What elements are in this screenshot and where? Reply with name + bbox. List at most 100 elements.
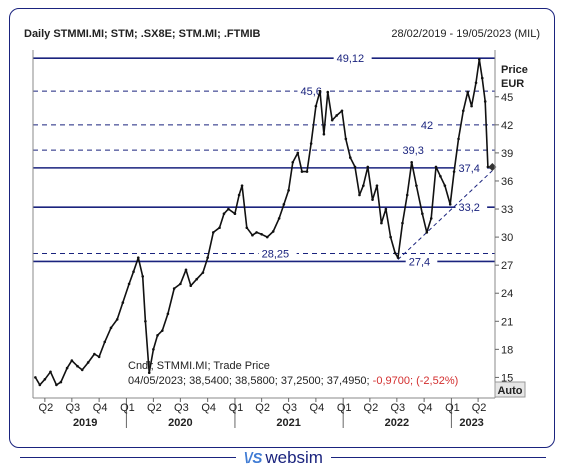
year-label: 2019 — [73, 417, 97, 429]
price-point — [318, 89, 322, 93]
last-value-marker — [488, 162, 497, 171]
price-point — [115, 318, 119, 321]
price-point — [314, 104, 318, 108]
price-point — [421, 212, 424, 216]
y-tick-label: 15 — [501, 372, 513, 384]
level-label-bg — [399, 143, 432, 157]
y-tick-label: 21 — [501, 316, 513, 328]
price-point — [326, 90, 330, 94]
year-label: 2020 — [168, 417, 192, 429]
price-point — [206, 256, 209, 259]
level-label: 37,4 — [459, 163, 480, 175]
y-tick-label: 45 — [501, 92, 513, 104]
price-point — [461, 109, 465, 113]
quarter-label: Q3 — [391, 402, 406, 414]
price-point — [425, 231, 429, 234]
price-point — [277, 217, 281, 220]
level-label: 27,4 — [409, 256, 430, 268]
quarter-label: Q4 — [310, 402, 325, 414]
quarter-label: Q1 — [120, 402, 135, 414]
y-axis-unit: EUR — [501, 78, 524, 90]
price-point — [439, 174, 442, 178]
annotation-line-1: Cndl; STMMI.MI; Trade Price — [128, 360, 270, 372]
year-label: 2022 — [385, 417, 409, 429]
price-point — [429, 217, 433, 220]
annotation-ohlc: 04/05/2023; 38,5400; 38,5800; 37,2500; 3… — [128, 375, 373, 387]
price-point — [49, 370, 52, 374]
auto-scale-button[interactable]: Auto — [494, 381, 526, 398]
price-point — [156, 334, 159, 337]
price-point — [344, 137, 348, 141]
level-label: 45,6 — [300, 86, 321, 98]
price-point — [184, 268, 188, 272]
price-point — [380, 221, 383, 225]
price-point — [415, 184, 418, 187]
y-tick-label: 36 — [501, 176, 513, 188]
price-point — [296, 151, 300, 155]
price-point — [287, 189, 290, 192]
price-point — [211, 231, 215, 234]
price-point — [76, 364, 79, 368]
price-point — [34, 376, 37, 379]
price-point — [486, 165, 490, 169]
price-point — [141, 275, 145, 278]
price-point — [93, 352, 96, 356]
level-label-bg — [258, 246, 297, 260]
price-point — [477, 58, 481, 61]
price-point — [86, 361, 90, 364]
price-point — [152, 348, 155, 351]
price-point — [443, 184, 447, 187]
level-label-bg — [417, 117, 437, 131]
quarter-label: Q2 — [39, 402, 54, 414]
price-chart: 49,12 45,6 42 39,3 37,4 33,2 28,25 27,4 15 18 21 2… — [32, 50, 528, 429]
price-point — [358, 193, 361, 197]
price-point — [189, 284, 193, 288]
price-point — [396, 256, 400, 259]
quarter-label: Q1 — [337, 402, 352, 414]
price-point — [448, 203, 452, 206]
quarter-label: Q2 — [364, 402, 379, 414]
level-label: 42 — [421, 120, 433, 132]
quarter-label: Q4 — [93, 402, 108, 414]
level-label: 39,3 — [402, 145, 423, 157]
price-point — [70, 359, 74, 362]
level-label: 33,2 — [459, 202, 480, 214]
level-label-bg — [455, 200, 488, 214]
price-point — [251, 233, 254, 237]
price-point — [335, 114, 338, 117]
level-label: 28,25 — [262, 248, 290, 260]
price-point — [97, 355, 101, 359]
price-point — [322, 132, 326, 136]
price-point — [218, 226, 221, 230]
price-point — [305, 170, 309, 173]
year-label: 2021 — [276, 417, 300, 429]
price-point — [147, 371, 151, 375]
y-tick-label: 30 — [501, 232, 513, 244]
price-point — [166, 312, 170, 316]
year-label: 2023 — [459, 417, 483, 429]
level-label-bg — [333, 51, 372, 65]
level-label: 49,12 — [337, 53, 365, 65]
level-label-bg — [297, 84, 330, 98]
quarter-label: Q2 — [147, 402, 162, 414]
auto-scale-button-label: Auto — [497, 385, 522, 397]
price-point — [401, 221, 404, 225]
price-point — [127, 282, 131, 286]
price-point — [245, 226, 249, 230]
price-point — [340, 109, 344, 113]
price-point — [366, 165, 370, 169]
price-point — [353, 165, 357, 169]
websim-logo-text: websim — [265, 448, 323, 467]
y-tick-label: 27 — [501, 260, 513, 272]
price-point — [405, 193, 409, 197]
price-point — [393, 251, 397, 255]
price-point — [160, 329, 164, 332]
auto-scale-button-bg — [494, 381, 526, 398]
quarter-label: Q3 — [282, 402, 297, 414]
quarter-label: Q1 — [229, 402, 244, 414]
quarter-label: Q1 — [445, 402, 460, 414]
websim-logo: \/S websim — [236, 448, 331, 468]
price-point — [65, 366, 69, 370]
price-point — [474, 81, 478, 85]
websim-logo-mark: \/S — [244, 449, 263, 467]
